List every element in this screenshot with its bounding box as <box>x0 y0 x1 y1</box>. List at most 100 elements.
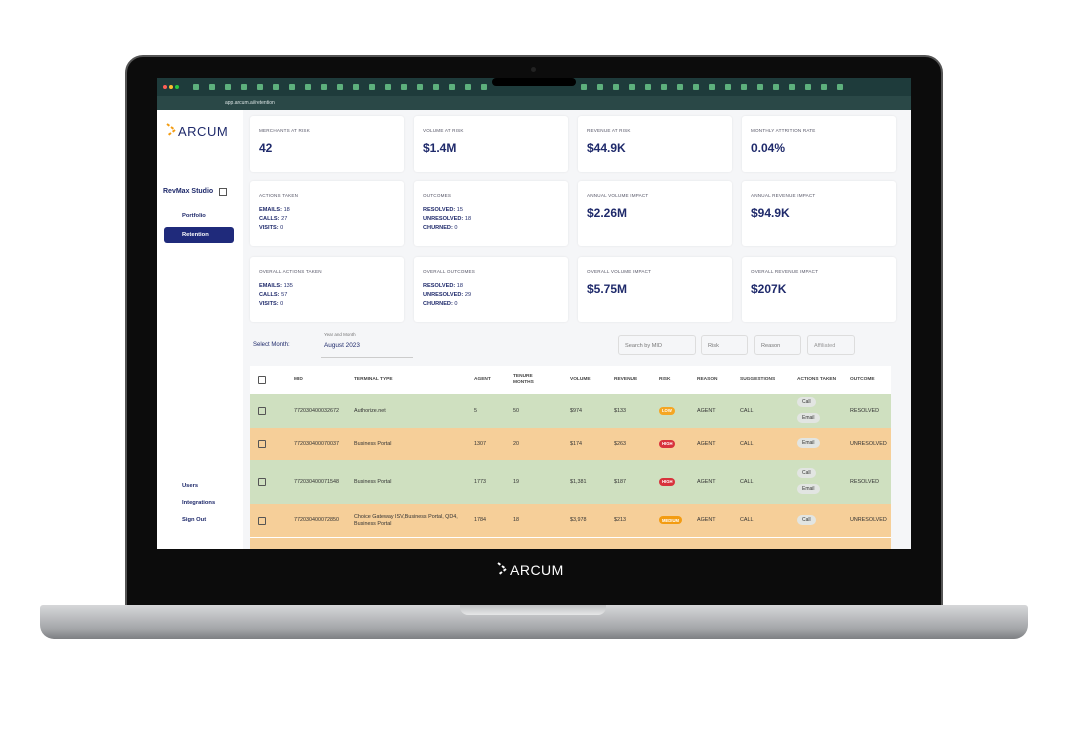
risk-badge: HIGH <box>659 439 676 448</box>
line-label: RESOLVED: <box>423 283 456 289</box>
camera <box>531 67 536 72</box>
cell-suggestion: CALL <box>740 440 754 447</box>
stat-card: OVERALL VOLUME IMPACT $5.75M <box>578 257 732 322</box>
line-label: EMAILS: <box>259 207 282 213</box>
action-chip: Email <box>797 413 820 423</box>
line-value: 0 <box>454 301 458 307</box>
logo-icon <box>497 562 508 576</box>
cell-outcome: UNRESOLVED <box>850 440 887 447</box>
line-value: 57 <box>281 292 288 298</box>
row-checkbox[interactable] <box>258 407 266 415</box>
line-label: VISITS: <box>259 301 279 307</box>
cell-agent: 5 <box>474 407 477 414</box>
nav-sign-out[interactable]: Sign Out <box>182 517 207 523</box>
card-line: UNRESOLVED: 29 <box>423 292 471 298</box>
cell-outcome: RESOLVED <box>850 407 879 414</box>
risk-badge: LOW <box>659 406 675 415</box>
screen: app.arcum.ai/retention ARCUM RevMax Stud… <box>157 78 911 549</box>
address-bar: app.arcum.ai/retention <box>157 96 911 110</box>
line-label: UNRESOLVED: <box>423 292 464 298</box>
nav-users[interactable]: Users <box>182 483 199 489</box>
table-header <box>250 366 891 394</box>
cell-mid: 772030400071548 <box>294 478 339 485</box>
card-line: CALLS: 57 <box>259 292 287 298</box>
cell-volume: $3,978 <box>570 517 587 523</box>
nav-integrations[interactable]: Integrations <box>182 500 216 506</box>
cell-reason: AGENT <box>697 440 716 447</box>
cell-agent: 1773 <box>474 478 486 485</box>
card-value: $2.26M <box>587 206 628 220</box>
column-header: TENURE MONTHS <box>513 374 534 385</box>
card-value: $207K <box>751 282 787 296</box>
card-title: OVERALL OUTCOMES <box>423 269 476 274</box>
stat-card: REVENUE AT RISK $44.9K <box>578 116 732 172</box>
nav-retention[interactable]: Retention <box>182 232 209 238</box>
card-title: OVERALL ACTIONS TAKEN <box>259 269 322 274</box>
action-chip: Call <box>797 468 816 478</box>
line-label: CALLS: <box>259 216 280 222</box>
card-title: OVERALL REVENUE IMPACT <box>751 269 819 274</box>
stat-card: ACTIONS TAKEN EMAILS: 18 CALLS: 27 VISITS: … <box>250 181 404 246</box>
url[interactable]: app.arcum.ai/retention <box>225 100 275 106</box>
card-title: OVERALL VOLUME IMPACT <box>587 269 652 274</box>
stat-card: MONTHLY ATTRITION RATE 0.04% <box>742 116 896 172</box>
card-line: RESOLVED: 18 <box>423 283 463 289</box>
month-value[interactable]: August 2023 <box>324 342 360 349</box>
line-label: CHURNED: <box>423 301 453 307</box>
cell-volume: $174 <box>570 440 582 447</box>
card-line: EMAILS: 18 <box>259 207 290 213</box>
cell-terminal: Business Portal <box>354 478 392 485</box>
cell-suggestion: CALL <box>740 517 754 523</box>
column-header: AGENT <box>474 377 491 382</box>
reason-filter[interactable]: Reason <box>754 335 801 355</box>
cell-tenure: 50 <box>513 407 519 414</box>
card-title: ACTIONS TAKEN <box>259 193 299 198</box>
tab-icons <box>163 78 843 90</box>
card-title: MERCHANTS AT RISK <box>259 128 310 133</box>
nav-portfolio[interactable]: Portfolio <box>182 213 206 219</box>
month-picker[interactable] <box>321 333 413 358</box>
card-line: RESOLVED: 15 <box>423 207 463 213</box>
laptop-notch <box>460 605 606 615</box>
card-line: CALLS: 27 <box>259 216 287 222</box>
column-header: OUTCOME <box>850 377 875 382</box>
risk-filter[interactable]: Risk <box>701 335 748 355</box>
row-checkbox[interactable] <box>258 516 266 525</box>
row-checkbox[interactable] <box>258 440 266 448</box>
risk-badge: MEDIUM <box>659 516 682 524</box>
line-label: VISITS: <box>259 225 279 231</box>
cell-mid: 772030400070037 <box>294 440 339 447</box>
workspace-icon[interactable] <box>219 188 227 196</box>
logo: ARCUM <box>165 122 228 139</box>
workspace-name[interactable]: RevMax Studio <box>163 188 214 195</box>
cell-revenue: $133 <box>614 407 626 414</box>
cell-revenue: $263 <box>614 440 626 447</box>
line-label: RESOLVED: <box>423 207 456 213</box>
cell-revenue: $213 <box>614 517 626 523</box>
cell-suggestion: CALL <box>740 478 754 485</box>
action-chip: Call <box>797 397 816 407</box>
stat-card: OUTCOMES RESOLVED: 15 UNRESOLVED: 18 CHURNE… <box>414 181 568 246</box>
main: Select Month: Year and Month August 2023… <box>243 110 911 549</box>
line-value: 27 <box>281 216 288 222</box>
cell-revenue: $187 <box>614 478 626 485</box>
column-header: REVENUE <box>614 377 638 382</box>
card-value: $94.9K <box>751 206 790 220</box>
cell-volume: $1,381 <box>570 478 587 485</box>
logo-icon <box>166 123 177 137</box>
cell-terminal: Business Portal <box>354 440 392 447</box>
row-checkbox[interactable] <box>258 478 266 486</box>
select-all[interactable] <box>258 376 266 384</box>
card-title: MONTHLY ATTRITION RATE <box>751 128 816 133</box>
cell-terminal: Choice Gateway ISV,Business Portal, QD4,… <box>354 513 458 527</box>
cell-suggestion: CALL <box>740 407 754 414</box>
affiliated-filter[interactable]: Affiliated <box>807 335 855 355</box>
stat-card: OVERALL OUTCOMES RESOLVED: 18 UNRESOLVED: … <box>414 257 568 322</box>
nav-active-bg[interactable] <box>164 227 234 243</box>
search-mid[interactable]: Search by MID <box>618 335 696 355</box>
table-row <box>250 394 891 429</box>
stat-card: ANNUAL VOLUME IMPACT $2.26M <box>578 181 732 246</box>
column-header: MID <box>294 377 303 382</box>
cell-terminal: Authorize.net <box>354 407 386 414</box>
month-caption: Year and Month <box>324 332 356 337</box>
